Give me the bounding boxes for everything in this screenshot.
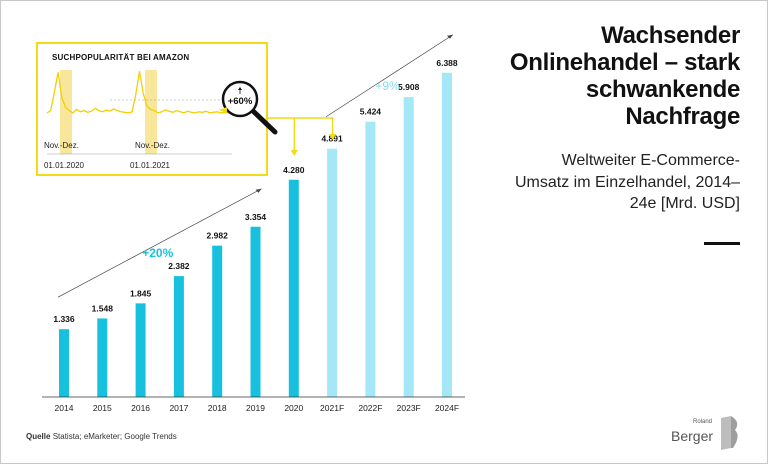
magnifier-handle [249,107,278,135]
bar-value-label: 3.354 [245,212,267,222]
bar-2022F [365,121,376,397]
callout-label: +60% [228,96,253,107]
growth-trend-arrowhead [447,34,453,39]
x-tick-label: 2022F [358,403,382,413]
bar-2024F [442,72,452,397]
x-tick-label: 2015 [93,403,112,413]
bar-value-label: 5.424 [360,107,382,117]
magnifier-icon [221,80,259,118]
bar-value-label: 1.548 [92,303,114,313]
connector-line [267,117,334,136]
bar-2019 [250,226,261,397]
bar-2020 [288,179,299,397]
x-tick-label: 2016 [131,403,150,413]
callout-pointer [219,107,227,113]
x-tick-label: 2023F [397,403,421,413]
season-label: Nov.-Dez. [135,141,170,150]
x-tick-label: 2017 [169,403,188,413]
logo-small-text: Roland [693,419,713,425]
x-tick-label: 2021F [320,403,344,413]
bar-2018 [212,245,223,397]
x-tick-label: 2020 [284,403,303,413]
logo-big-text: Berger [671,428,714,444]
bar-value-label: 2.382 [168,261,190,271]
bar-value-label: 1.336 [53,314,75,324]
growth-trend-line [57,188,262,298]
bar-2023F [403,97,414,398]
bar-2017 [173,276,184,397]
bar-2016 [135,303,146,397]
season-highlight [60,70,72,154]
season-highlight [145,70,157,154]
bar-value-label: 1.845 [130,288,152,298]
inset-date-label: 01.01.2021 [130,161,171,170]
roland-berger-logo [721,416,738,450]
title-rule [704,242,740,245]
source-label: Quelle [26,432,51,441]
season-label: Nov.-Dez. [44,141,79,150]
inset-date-label: 01.01.2020 [44,161,85,170]
connector-arrowhead [290,150,298,156]
bar-value-label: 6.388 [436,58,458,68]
bar-2021F [327,148,338,397]
callout-arrowhead [238,87,242,90]
connector-arrowhead [329,134,337,140]
page-title: Wachsender Onlinehandel – stark schwanke… [509,22,740,130]
page-subtitle: Weltweiter E-Commerce-Umsatz im Einzelha… [514,152,740,212]
bar-value-label: 5.908 [398,82,420,92]
x-tick-label: 2014 [55,403,74,413]
search-popularity-line [46,71,233,114]
growth-trend-arrowhead [255,188,262,193]
x-tick-label: 2024F [435,403,459,413]
x-tick-label: 2018 [208,403,227,413]
bar-2015 [97,318,108,397]
bar-value-label: 4.280 [283,165,305,175]
bar-2014 [59,329,69,397]
growth-label: +9% [375,79,400,93]
source-text: Statista; eMarketer; Google Trends [52,432,177,441]
bar-value-label: 2.982 [207,231,229,241]
growth-trend-line [325,34,454,118]
x-tick-label: 2019 [246,403,265,413]
growth-label: +20% [142,246,173,260]
source-note: Quelle Statista; eMarketer; Google Trend… [26,432,177,441]
inset-title: SUCHPOPULARITÄT BEI AMAZON [52,53,190,62]
